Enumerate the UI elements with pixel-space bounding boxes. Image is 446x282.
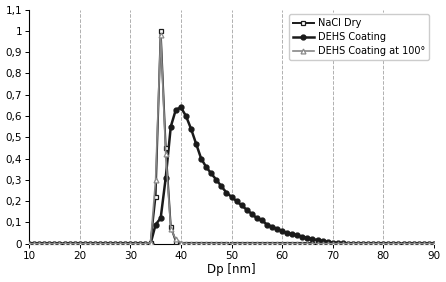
DEHS Coating at 100° bbox=[26, 242, 32, 245]
NaCl Dry bbox=[330, 242, 335, 245]
NaCl Dry bbox=[431, 242, 437, 245]
NaCl Dry bbox=[285, 242, 290, 245]
NaCl Dry bbox=[26, 242, 32, 245]
NaCl Dry bbox=[158, 29, 163, 32]
NaCl Dry bbox=[380, 242, 386, 245]
DEHS Coating bbox=[285, 232, 290, 235]
DEHS Coating bbox=[330, 241, 335, 244]
Line: DEHS Coating: DEHS Coating bbox=[27, 105, 436, 246]
DEHS Coating at 100° bbox=[158, 33, 163, 37]
DEHS Coating at 100° bbox=[431, 242, 437, 245]
Legend: NaCl Dry, DEHS Coating, DEHS Coating at 100°: NaCl Dry, DEHS Coating, DEHS Coating at … bbox=[289, 14, 429, 60]
Line: NaCl Dry: NaCl Dry bbox=[27, 28, 436, 246]
DEHS Coating bbox=[396, 242, 401, 245]
DEHS Coating at 100° bbox=[254, 242, 260, 245]
X-axis label: Dp [nm]: Dp [nm] bbox=[207, 263, 256, 276]
DEHS Coating at 100° bbox=[396, 242, 401, 245]
DEHS Coating bbox=[431, 242, 437, 245]
NaCl Dry bbox=[396, 242, 401, 245]
DEHS Coating at 100° bbox=[330, 242, 335, 245]
NaCl Dry bbox=[254, 242, 260, 245]
DEHS Coating bbox=[380, 242, 386, 245]
Line: DEHS Coating at 100°: DEHS Coating at 100° bbox=[27, 33, 436, 246]
NaCl Dry bbox=[360, 242, 366, 245]
DEHS Coating bbox=[178, 106, 184, 109]
DEHS Coating at 100° bbox=[380, 242, 386, 245]
DEHS Coating bbox=[254, 217, 260, 220]
DEHS Coating bbox=[26, 242, 32, 245]
DEHS Coating at 100° bbox=[360, 242, 366, 245]
DEHS Coating bbox=[360, 242, 366, 245]
DEHS Coating at 100° bbox=[285, 242, 290, 245]
